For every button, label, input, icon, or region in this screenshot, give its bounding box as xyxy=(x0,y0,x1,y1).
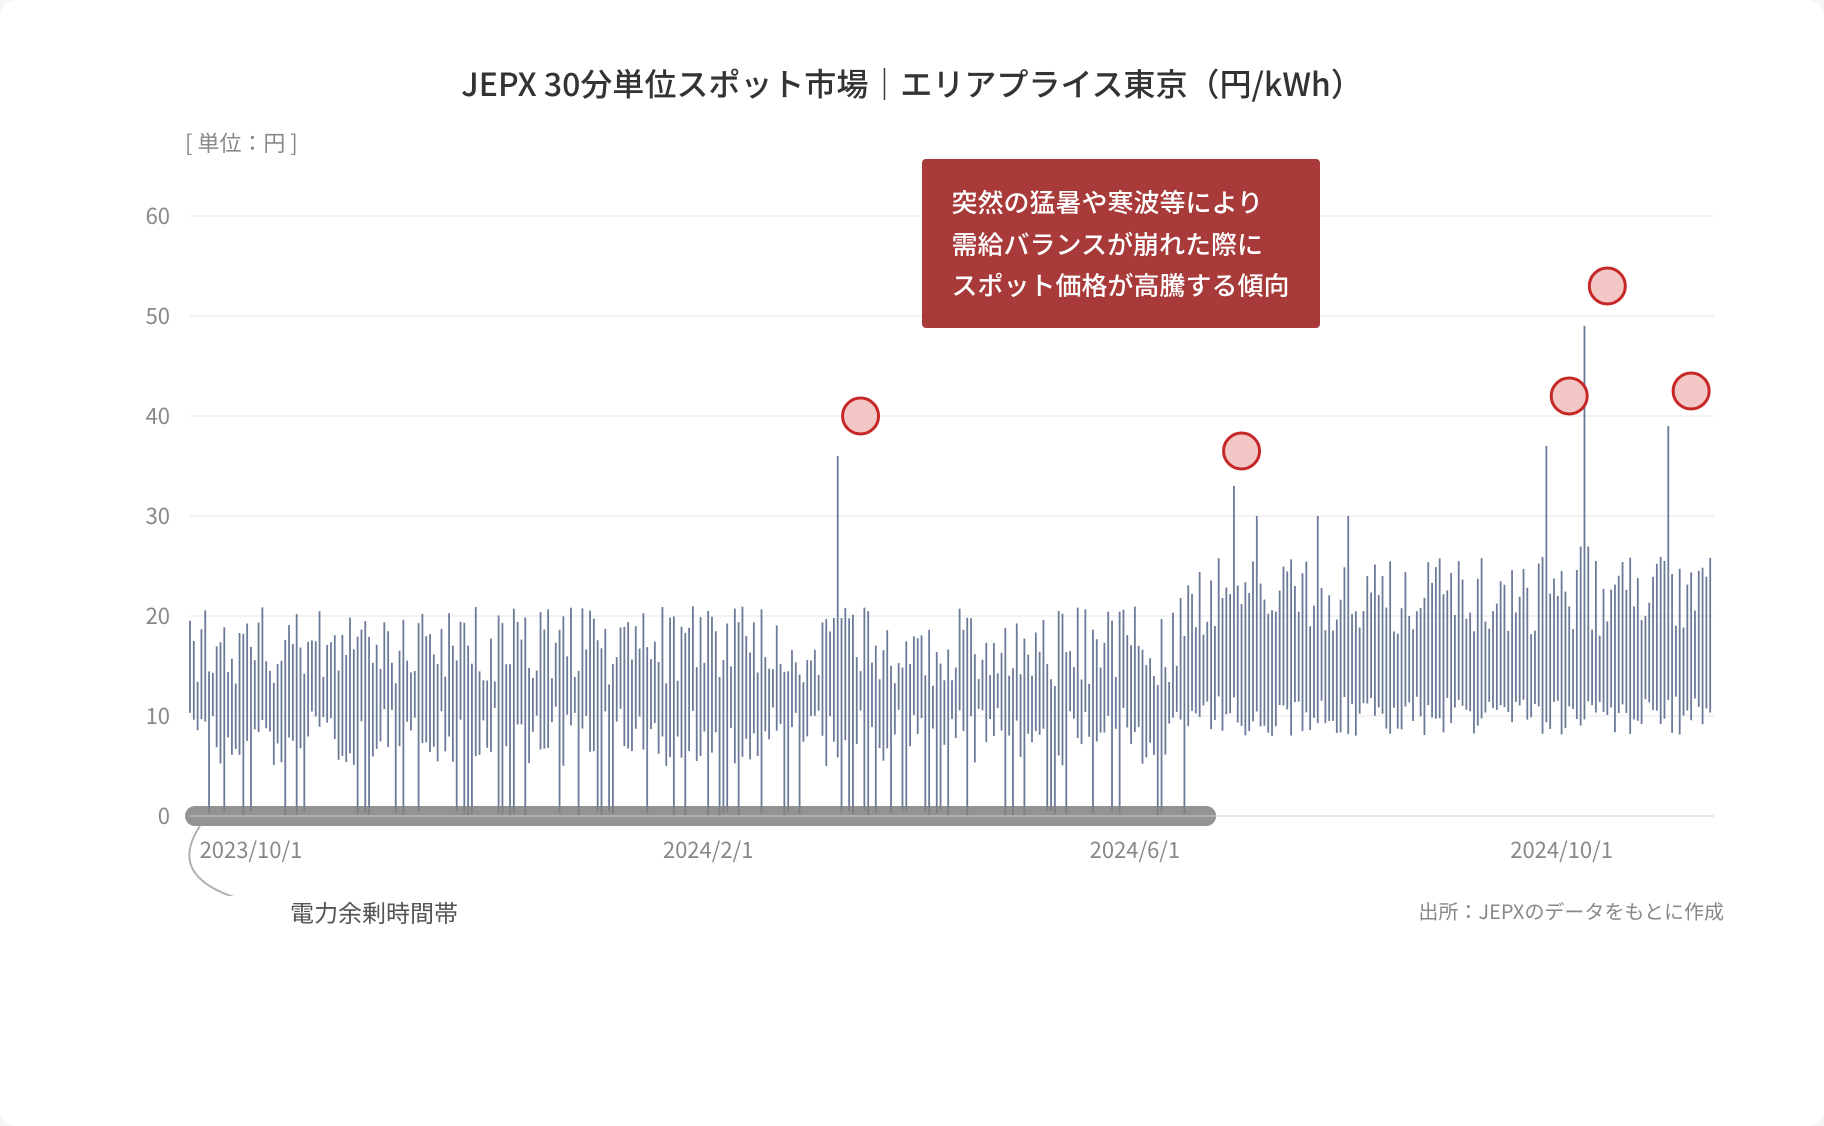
y-unit-label: [ 単位：円 ] xyxy=(185,126,298,158)
svg-text:60: 60 xyxy=(146,199,170,231)
svg-text:0: 0 xyxy=(158,799,170,831)
svg-text:50: 50 xyxy=(146,299,170,331)
svg-text:2024/10/1: 2024/10/1 xyxy=(1510,833,1613,865)
svg-text:2023/10/1: 2023/10/1 xyxy=(200,833,303,865)
chart-area: [ 単位：円 ] 01020304050602023/10/12024/2/12… xyxy=(80,136,1744,896)
svg-text:30: 30 xyxy=(146,499,170,531)
callout-line-2: 需給バランスが崩れた際に xyxy=(952,223,1290,265)
price-chart-svg: 0 10 20 30 40 50 60 2023/10/1 2024/2/1 2024/6/1 20… xyxy=(80,136,1744,896)
svg-text:40: 40 xyxy=(146,399,170,431)
svg-text:2024/6/1: 2024/6/1 xyxy=(1090,833,1181,865)
surplus-period-label: 電力余剰時間帯 xyxy=(290,894,458,929)
annotation-callout: 突然の猛暑や寒波等により 需給バランスが崩れた際に スポット価格が高騰する傾向 xyxy=(922,159,1320,328)
svg-text:2024/2/1: 2024/2/1 xyxy=(663,833,754,865)
callout-line-1: 突然の猛暑や寒波等により xyxy=(952,181,1290,223)
chart-title: JEPX 30分単位スポット市場｜エリアプライス東京（円/kWh） xyxy=(80,60,1744,106)
callout-line-3: スポット価格が高騰する傾向 xyxy=(952,264,1290,306)
svg-text:20: 20 xyxy=(146,599,170,631)
data-source-label: 出所：JEPXのデータをもとに作成 xyxy=(1418,896,1724,925)
svg-text:10: 10 xyxy=(146,699,170,731)
chart-card: JEPX 30分単位スポット市場｜エリアプライス東京（円/kWh） [ 単位：円… xyxy=(0,0,1824,1126)
